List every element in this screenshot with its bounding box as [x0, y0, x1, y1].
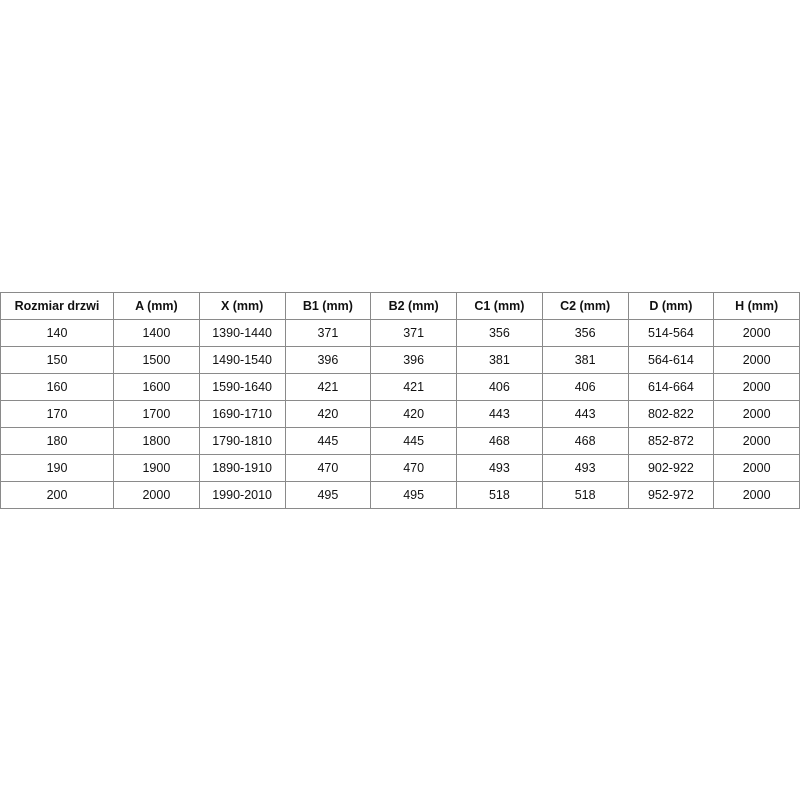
table-cell: 2000 [113, 481, 200, 509]
table-cell: 952-972 [627, 481, 715, 509]
table-cell: 396 [370, 346, 457, 374]
table-cell: 396 [284, 346, 372, 374]
table-cell: 406 [456, 373, 543, 401]
table-cell: 2000 [713, 481, 800, 509]
table-row: 170 1700 1690-1710 420 420 443 443 802-822 2000 [0, 400, 800, 428]
table-cell: 150 [0, 346, 114, 374]
table-cell: 2000 [713, 454, 800, 482]
table-cell: 356 [456, 319, 543, 347]
table-cell: 495 [370, 481, 457, 509]
column-header: X (mm) [198, 292, 286, 320]
table-cell: 160 [0, 373, 114, 401]
table-cell: 421 [284, 373, 372, 401]
dimensions-table: Rozmiar drzwi A (mm) X (mm) B1 (mm) B2 (mm) C… [0, 292, 800, 509]
table-cell: 470 [370, 454, 457, 482]
table-cell: 420 [370, 400, 457, 428]
header-row: Rozmiar drzwi A (mm) X (mm) B1 (mm) B2 (mm) C… [0, 292, 800, 320]
table-cell: 2000 [713, 346, 800, 374]
table-row: 140 1400 1390-1440 371 371 356 356 514-564 2000 [0, 319, 800, 347]
column-header: A (mm) [113, 292, 200, 320]
table-row: 150 1500 1490-1540 396 396 381 381 564-614 2000 [0, 346, 800, 374]
column-header: B1 (mm) [284, 292, 372, 320]
table-cell: 852-872 [627, 427, 715, 455]
table-cell: 1590-1640 [198, 373, 286, 401]
table-cell: 2000 [713, 319, 800, 347]
table-cell: 802-822 [627, 400, 715, 428]
table-cell: 200 [0, 481, 114, 509]
table-row: 200 2000 1990-2010 495 495 518 518 952-972 2000 [0, 481, 800, 509]
column-header: C1 (mm) [456, 292, 543, 320]
table-cell: 495 [284, 481, 372, 509]
table-cell: 406 [541, 373, 629, 401]
table-cell: 381 [541, 346, 629, 374]
table-cell: 1390-1440 [198, 319, 286, 347]
table-cell: 445 [370, 427, 457, 455]
table-cell: 1500 [113, 346, 200, 374]
table-cell: 443 [456, 400, 543, 428]
table-cell: 421 [370, 373, 457, 401]
table-cell: 190 [0, 454, 114, 482]
column-header: H (mm) [713, 292, 800, 320]
table-cell: 180 [0, 427, 114, 455]
table-cell: 1690-1710 [198, 400, 286, 428]
table-cell: 1600 [113, 373, 200, 401]
table-cell: 902-922 [627, 454, 715, 482]
table-cell: 1800 [113, 427, 200, 455]
table-cell: 1490-1540 [198, 346, 286, 374]
table-cell: 614-664 [627, 373, 715, 401]
table-cell: 2000 [713, 373, 800, 401]
table-cell: 493 [541, 454, 629, 482]
table-cell: 564-614 [627, 346, 715, 374]
table-cell: 2000 [713, 400, 800, 428]
table-cell: 371 [284, 319, 372, 347]
table-cell: 356 [541, 319, 629, 347]
table-cell: 140 [0, 319, 114, 347]
column-header: D (mm) [627, 292, 715, 320]
table-cell: 1790-1810 [198, 427, 286, 455]
table-cell: 493 [456, 454, 543, 482]
table-cell: 514-564 [627, 319, 715, 347]
column-header: Rozmiar drzwi [0, 292, 114, 320]
table-cell: 1990-2010 [198, 481, 286, 509]
table-cell: 470 [284, 454, 372, 482]
table-cell: 1890-1910 [198, 454, 286, 482]
table-cell: 170 [0, 400, 114, 428]
table-cell: 371 [370, 319, 457, 347]
table-cell: 1400 [113, 319, 200, 347]
table-cell: 2000 [713, 427, 800, 455]
column-header: C2 (mm) [541, 292, 629, 320]
table-cell: 1700 [113, 400, 200, 428]
table-cell: 443 [541, 400, 629, 428]
table-cell: 468 [456, 427, 543, 455]
table-cell: 468 [541, 427, 629, 455]
table-row: 160 1600 1590-1640 421 421 406 406 614-664 2000 [0, 373, 800, 401]
column-header: B2 (mm) [370, 292, 457, 320]
table-cell: 445 [284, 427, 372, 455]
table-cell: 381 [456, 346, 543, 374]
table-cell: 420 [284, 400, 372, 428]
table-cell: 518 [456, 481, 543, 509]
table-cell: 518 [541, 481, 629, 509]
table-cell: 1900 [113, 454, 200, 482]
table-row: 190 1900 1890-1910 470 470 493 493 902-922 2000 [0, 454, 800, 482]
table-row: 180 1800 1790-1810 445 445 468 468 852-872 2000 [0, 427, 800, 455]
